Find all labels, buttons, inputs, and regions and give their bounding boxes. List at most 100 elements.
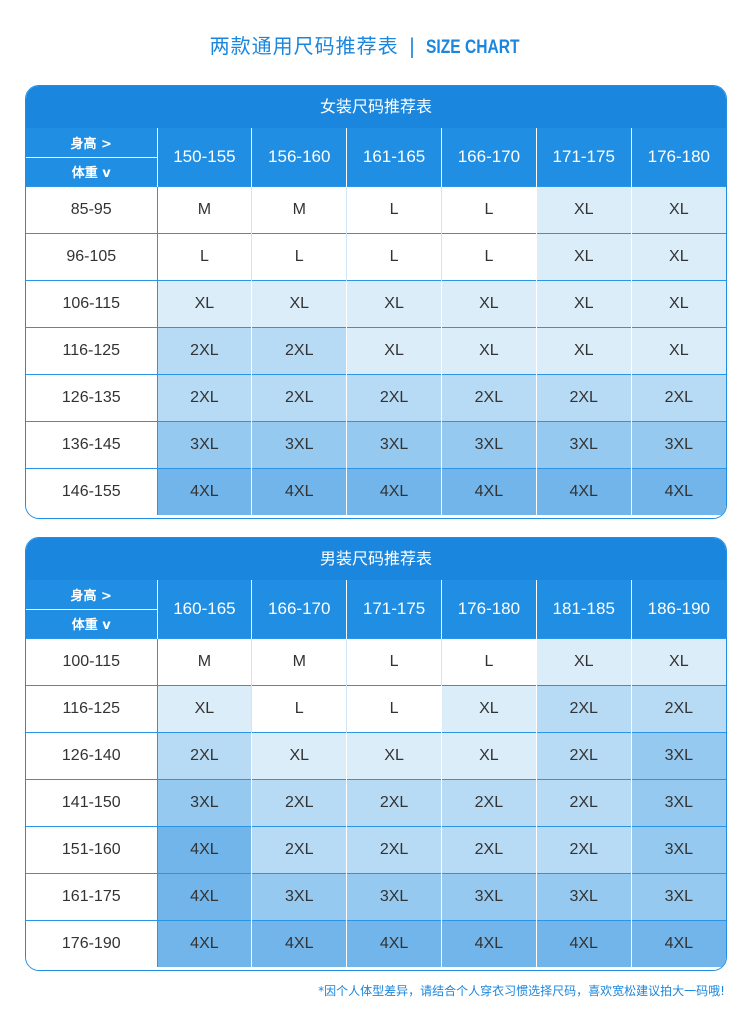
size-cell: M (251, 638, 347, 686)
women-corner-cell: 身高 > 体重 v (26, 128, 157, 187)
footnote: *因个人体型差异，请结合个人穿衣习惯选择尺码，喜欢宽松建议拍大一码哦! (318, 984, 725, 998)
size-cell: 3XL (630, 421, 726, 469)
size-cell: 3XL (630, 779, 726, 827)
women-chart-header: 女装尺码推荐表 (26, 86, 726, 128)
size-cell: 2XL (440, 374, 537, 422)
size-cell: 2XL (346, 826, 442, 874)
men-height-col: 166-170 (251, 580, 347, 639)
size-cell: M (156, 186, 252, 234)
weight-range-cell: 85-95 (26, 186, 158, 234)
weight-axis-label: 体重 v (71, 166, 111, 181)
size-cell: 3XL (156, 421, 252, 469)
size-cell: 4XL (251, 468, 347, 515)
size-cell: 3XL (156, 779, 252, 827)
weight-range-cell: 176-190 (26, 920, 158, 967)
men-height-col: 186-190 (630, 580, 726, 639)
table-row: 106-115 XL XL XL XL XL XL (26, 280, 726, 328)
weight-range-cell: 96-105 (26, 233, 158, 281)
title-separator: | (408, 34, 417, 58)
table-row: 96-105 L L L L XL XL (26, 233, 726, 281)
table-row: 151-160 4XL 2XL 2XL 2XL 2XL 3XL (26, 826, 726, 874)
women-height-col: 176-180 (630, 128, 726, 187)
men-corner-cell: 身高 > 体重 v (26, 580, 157, 639)
weight-range-cell: 146-155 (26, 468, 158, 515)
size-cell: 2XL (535, 826, 632, 874)
women-size-chart: 女装尺码推荐表 身高 > 体重 v 150-155 156-160 161-16… (25, 85, 727, 519)
table-row: 100-115 M M L L XL XL (26, 638, 726, 686)
height-axis-label: 身高 > (26, 581, 157, 610)
size-cell: 4XL (156, 920, 252, 967)
size-cell: XL (630, 327, 726, 375)
size-cell: XL (440, 280, 537, 328)
size-cell: 4XL (251, 920, 347, 967)
weight-range-cell: 161-175 (26, 873, 158, 921)
size-cell: XL (251, 732, 347, 780)
size-cell: L (346, 186, 442, 234)
size-cell: L (251, 233, 347, 281)
size-cell: M (251, 186, 347, 234)
page-title-en: SIZE CHART (426, 37, 520, 58)
men-height-col: 160-165 (156, 580, 252, 639)
weight-range-cell: 136-145 (26, 421, 158, 469)
size-cell: L (346, 233, 442, 281)
table-row: 126-140 2XL XL XL XL 2XL 3XL (26, 732, 726, 780)
weight-range-cell: 141-150 (26, 779, 158, 827)
size-cell: L (440, 638, 537, 686)
size-cell: 3XL (535, 873, 632, 921)
size-cell: 4XL (346, 920, 442, 967)
size-cell: 4XL (535, 920, 632, 967)
size-cell: XL (251, 280, 347, 328)
size-cell: 2XL (630, 685, 726, 733)
table-row: 176-190 4XL 4XL 4XL 4XL 4XL 4XL (26, 920, 726, 967)
size-cell: XL (346, 732, 442, 780)
men-table-body: 100-115 M M L L XL XL 116-125 XL L L XL 2XL 2XL 126-14… (26, 638, 726, 967)
women-height-header-row: 身高 > 体重 v 150-155 156-160 161-165 166-17… (26, 128, 726, 187)
men-height-col: 176-180 (440, 580, 537, 639)
size-cell: 4XL (156, 873, 252, 921)
table-row: 85-95 M M L L XL XL (26, 186, 726, 234)
size-cell: XL (440, 685, 537, 733)
women-table-body: 85-95 M M L L XL XL 96-105 L L L L XL XL 106-115 XL XL XL… (26, 186, 726, 515)
size-cell: 4XL (156, 826, 252, 874)
size-cell: 4XL (440, 920, 537, 967)
table-row: 141-150 3XL 2XL 2XL 2XL 2XL 3XL (26, 779, 726, 827)
size-cell: 3XL (630, 873, 726, 921)
size-cell: 3XL (346, 421, 442, 469)
size-cell: 3XL (440, 873, 537, 921)
weight-axis-label: 体重 v (71, 618, 111, 633)
size-cell: 3XL (630, 732, 726, 780)
table-row: 136-145 3XL 3XL 3XL 3XL 3XL 3XL (26, 421, 726, 469)
size-cell: XL (535, 638, 632, 686)
size-cell: 2XL (251, 826, 347, 874)
size-cell: 3XL (535, 421, 632, 469)
weight-range-cell: 126-135 (26, 374, 158, 422)
size-cell: 3XL (630, 826, 726, 874)
size-cell: 2XL (630, 374, 726, 422)
weight-range-cell: 126-140 (26, 732, 158, 780)
size-cell: 2XL (440, 779, 537, 827)
size-cell: L (251, 685, 347, 733)
women-height-col: 166-170 (440, 128, 537, 187)
size-cell: 3XL (251, 421, 347, 469)
size-cell: XL (535, 327, 632, 375)
size-cell: XL (535, 233, 632, 281)
size-cell: XL (535, 280, 632, 328)
size-cell: M (156, 638, 252, 686)
table-row: 161-175 4XL 3XL 3XL 3XL 3XL 3XL (26, 873, 726, 921)
table-row: 116-125 2XL 2XL XL XL XL XL (26, 327, 726, 375)
women-size-table: 身高 > 体重 v 150-155 156-160 161-165 166-17… (26, 128, 726, 515)
men-chart-header: 男装尺码推荐表 (26, 538, 726, 580)
table-row: 116-125 XL L L XL 2XL 2XL (26, 685, 726, 733)
size-cell: L (346, 685, 442, 733)
size-cell: L (440, 186, 537, 234)
size-cell: 3XL (251, 873, 347, 921)
men-size-table: 身高 > 体重 v 160-165 166-170 171-175 176-18… (26, 580, 726, 967)
women-height-col: 171-175 (535, 128, 632, 187)
table-row: 146-155 4XL 4XL 4XL 4XL 4XL 4XL (26, 468, 726, 515)
size-cell: 4XL (630, 468, 726, 515)
size-cell: 2XL (346, 374, 442, 422)
size-cell: 3XL (346, 873, 442, 921)
men-height-header-row: 身高 > 体重 v 160-165 166-170 171-175 176-18… (26, 580, 726, 639)
size-cell: 2XL (251, 779, 347, 827)
size-cell: 4XL (440, 468, 537, 515)
